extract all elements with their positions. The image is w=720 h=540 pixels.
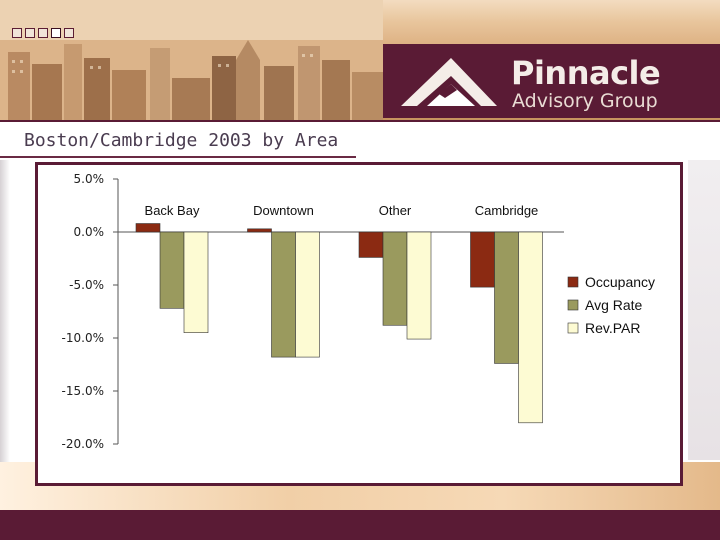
bar-avg-rate-cambridge xyxy=(494,231,519,364)
slide-dot-active xyxy=(51,28,61,38)
chart-frame: 5.0% 0.0% -5.0% -10.0% -15.0% -20.0% Back Bay D… xyxy=(35,162,683,486)
header-banner: Pinnacle Advisory Group xyxy=(0,0,720,122)
page-title: Boston/Cambridge 2003 by Area xyxy=(24,130,339,151)
right-column-decoration xyxy=(688,160,720,460)
y-tick-label: -10.0% xyxy=(62,331,104,345)
bar-occupancy-downtown xyxy=(247,228,272,233)
footer-bar xyxy=(0,510,720,540)
category-label: Other xyxy=(379,203,412,218)
legend-label: Avg Rate xyxy=(585,297,643,313)
brand-name: Pinnacle xyxy=(511,54,661,92)
y-tick-label: -5.0% xyxy=(69,278,104,292)
legend-label: Rev.PAR xyxy=(585,320,641,336)
left-edge-shade xyxy=(0,160,10,462)
slide-dot xyxy=(38,28,48,38)
banner-divider xyxy=(0,120,720,122)
slide-dot xyxy=(12,28,22,38)
bar-avg-rate-back-bay xyxy=(159,231,185,309)
mountain-logo-icon xyxy=(401,58,497,106)
brand-logo: Pinnacle Advisory Group xyxy=(383,44,720,118)
bar-chart: 5.0% 0.0% -5.0% -10.0% -15.0% -20.0% Back Bay D… xyxy=(62,172,656,451)
bar-occupancy-other xyxy=(358,231,384,258)
bar-occupancy-cambridge xyxy=(470,231,495,288)
brand-tagline: Advisory Group xyxy=(512,90,658,112)
legend-label: Occupancy xyxy=(585,274,655,290)
category-label: Downtown xyxy=(253,203,314,218)
slide-dot xyxy=(25,28,35,38)
title-underline xyxy=(0,156,356,158)
bar-rev-par-back-bay xyxy=(183,231,209,333)
legend-swatch xyxy=(567,276,579,288)
legend-swatch xyxy=(567,322,579,334)
y-tick-label: 0.0% xyxy=(74,225,105,239)
slide-dot xyxy=(64,28,74,38)
y-tick-label: -20.0% xyxy=(62,437,104,451)
y-tick-label: 5.0% xyxy=(74,172,105,186)
y-tick-label: -15.0% xyxy=(62,384,104,398)
legend-swatch xyxy=(567,299,579,311)
city-skyline-image xyxy=(0,0,383,120)
slide-indicator xyxy=(12,28,74,38)
category-label: Back Bay xyxy=(145,203,200,218)
bar-occupancy-back-bay xyxy=(135,223,161,233)
bar-rev-par-cambridge xyxy=(518,231,543,424)
bar-rev-par-downtown xyxy=(295,231,320,358)
bar-rev-par-other xyxy=(406,231,432,340)
category-label: Cambridge xyxy=(475,203,539,218)
bar-avg-rate-downtown xyxy=(271,231,296,358)
bar-avg-rate-other xyxy=(382,231,408,326)
